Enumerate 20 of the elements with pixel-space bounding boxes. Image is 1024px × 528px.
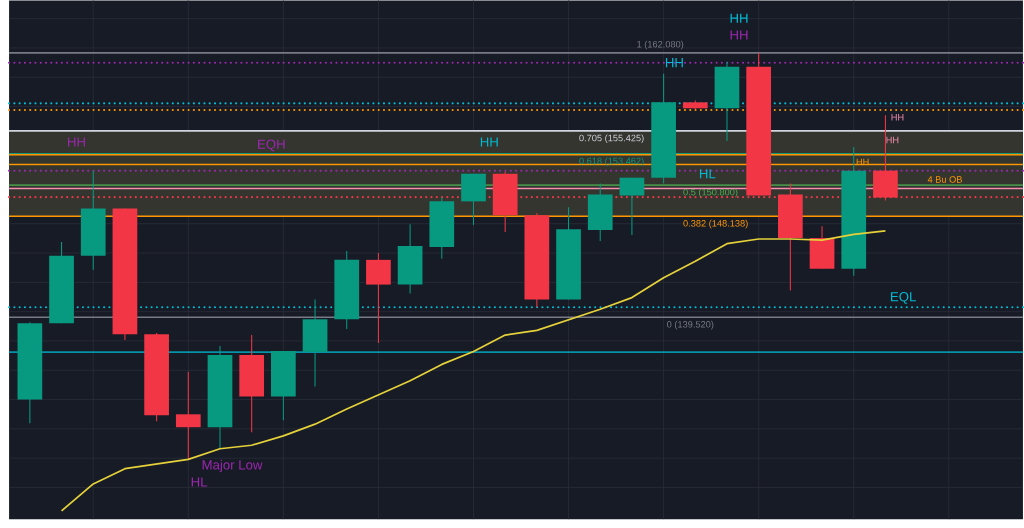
ref-line-label: EQL [891, 291, 916, 304]
annotation: HH [665, 57, 683, 68]
ref-line-label: 0.5 (150.800) [683, 188, 738, 198]
ref-line-label: 1 (162.080) [637, 40, 684, 50]
annotation: HH [891, 113, 904, 121]
ref-line-label: 0.618 (153.462) [579, 157, 644, 166]
candlestick [175, 371, 201, 461]
annotation: HH [730, 30, 748, 40]
annotation: HL [191, 477, 208, 487]
annotation: HH [480, 137, 498, 147]
annotation: HL [699, 169, 716, 179]
text: 4 Bu OB [927, 176, 962, 183]
ref-line-label: EQH [258, 139, 285, 152]
annotation: HH [730, 13, 748, 23]
ref-line-label: 0.382 (148.138) [683, 219, 748, 229]
ref-line-label: 0.705 (155.425) [579, 134, 644, 143]
annotation: HH [67, 137, 85, 147]
ref-line-label: 0 (139.520) [667, 320, 714, 330]
annotation: Major Low [202, 459, 263, 473]
annotation: HH [886, 136, 899, 144]
